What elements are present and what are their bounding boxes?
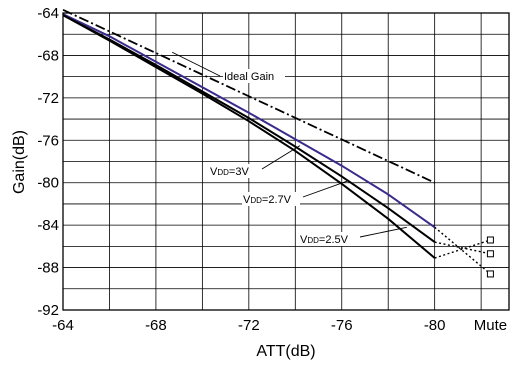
mute-dotted-line (434, 241, 491, 255)
annotation-label-ideal-gain: Ideal Gain (224, 71, 274, 83)
annotations-group: Ideal Gain VDD=3V VDD=2.7V VDD=2.5V (171, 51, 407, 246)
y-tick-label: -64 (37, 5, 59, 22)
mute-dotted-line (434, 226, 491, 275)
x-tick-label: Mute (474, 317, 507, 334)
annotation-leader-vdd27 (302, 180, 349, 198)
plot-frame (62, 12, 510, 311)
x-tick-label: -64 (52, 317, 74, 334)
x-tick-label: -76 (331, 317, 353, 334)
y-tick-label: -68 (37, 47, 59, 64)
annotation-bg-vdd27 (242, 192, 300, 206)
annotation-leader-ideal-gain (171, 51, 221, 77)
annotation-label-vdd25: VDD=2.5V (300, 234, 349, 246)
mute-marker (486, 250, 494, 258)
y-tick-label: -72 (37, 90, 59, 107)
x-axis-title: ATT(dB) (256, 343, 315, 360)
series-line-ideal (62, 8, 436, 184)
annotation-bg-vdd3 (209, 164, 259, 178)
x-tick-label: -72 (238, 317, 260, 334)
tick-labels: -64 -68 -72 -76 -80 Mute -64 -68 -72 -76 -80 -84 -88… (37, 5, 507, 334)
grid (63, 13, 509, 310)
y-tick-label: -92 (37, 302, 59, 319)
x-tick-label: -80 (424, 317, 446, 334)
series-group (62, 8, 494, 278)
mute-marker (486, 270, 494, 278)
annotation-bg-ideal-gain (223, 69, 285, 83)
series-line-vdd27 (62, 14, 436, 243)
annotation-leader-vdd25 (359, 226, 407, 238)
y-tick-label: -88 (37, 260, 59, 277)
annotation-leader-vdd3 (261, 145, 301, 170)
x-tick-label: -68 (145, 317, 167, 334)
y-tick-label: -84 (37, 217, 59, 234)
y-tick-label: -76 (37, 132, 59, 149)
annotation-bg-vdd25 (299, 232, 357, 246)
y-tick-label: -80 (37, 175, 59, 192)
y-axis-title: Gain(dB) (11, 130, 28, 194)
mute-dotted-line (434, 239, 491, 259)
series-line-vdd3 (62, 13, 436, 229)
annotation-label-vdd3: VDD=3V (210, 166, 249, 178)
annotation-label-vdd27: VDD=2.7V (243, 194, 292, 206)
mute-marker (486, 236, 494, 244)
series-line-vdd25 (62, 14, 436, 259)
